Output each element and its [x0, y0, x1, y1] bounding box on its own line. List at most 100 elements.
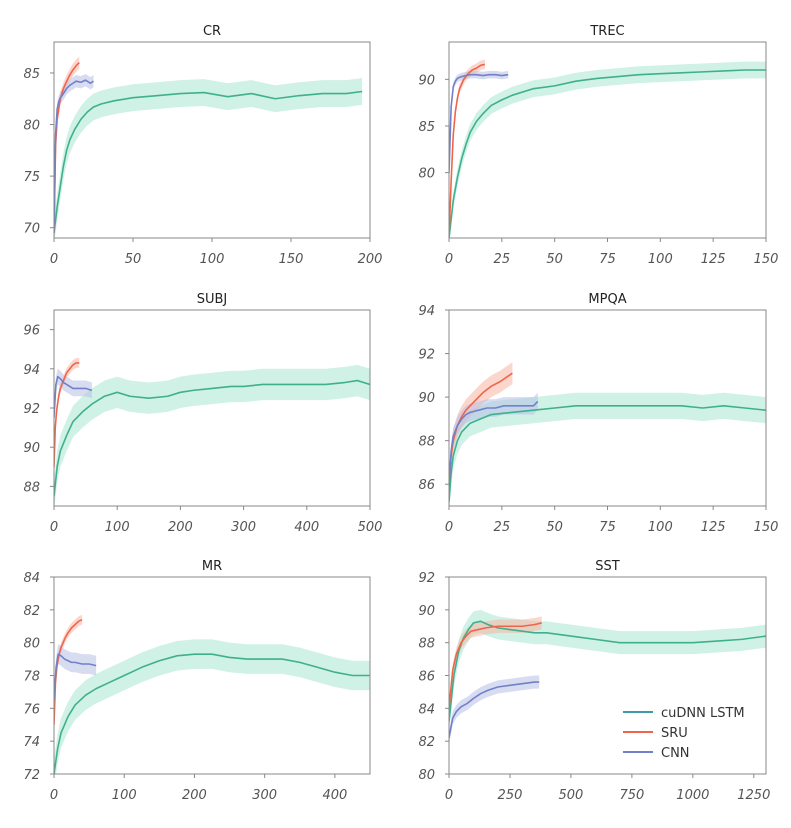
plot-area-trec — [449, 59, 766, 238]
y-tick-label-mr-78: 78 — [23, 670, 40, 685]
plot-area-subj — [54, 358, 370, 506]
axes-frame-cr — [53, 41, 371, 239]
y-tick-label-trec-80: 80 — [418, 167, 435, 182]
x-tick-label-subj-200: 200 — [168, 520, 193, 535]
x-tick-label-mr-200: 200 — [182, 788, 207, 803]
y-tick-label-sst-92: 92 — [418, 571, 435, 586]
band-cnn-sst — [449, 675, 540, 745]
x-tick-label-trec-150: 150 — [754, 252, 779, 267]
y-tick-label-mr-76: 76 — [23, 702, 40, 717]
y-tick-label-trec-85: 85 — [418, 120, 435, 135]
legend-label-cudnn-lstm: cuDNN LSTM — [661, 706, 745, 721]
panel-cr: CR 0 50 100 150 200 70 75 80 85 — [23, 24, 382, 267]
line-cnn-sst — [449, 681, 540, 739]
x-tick-label-mr-400: 400 — [322, 788, 347, 803]
band-cnn-mr — [54, 644, 97, 710]
x-tick-label-cr-150: 150 — [279, 252, 304, 267]
panel-title-cr: CR — [203, 24, 221, 39]
band-cnn-mpqa — [449, 392, 538, 493]
panel-mpqa: MPQA 0 25 50 75 100 125 150 86 88 90 92 94 — [418, 292, 778, 535]
legend-label-sru: SRU — [661, 726, 688, 741]
x-tick-label-mpqa-0: 0 — [445, 520, 453, 535]
y-tick-label-cr-75: 75 — [23, 170, 40, 185]
x-tick-label-sst-0: 0 — [445, 788, 453, 803]
y-tick-label-mpqa-94: 94 — [418, 304, 435, 319]
y-tick-label-cr-70: 70 — [23, 222, 40, 237]
y-tick-label-subj-96: 96 — [23, 324, 40, 339]
panel-title-subj: SUBJ — [197, 292, 228, 307]
x-tick-label-mr-100: 100 — [112, 788, 137, 803]
line-sru-subj — [54, 362, 80, 467]
x-tick-label-trec-0: 0 — [445, 252, 453, 267]
line-cnn-mpqa — [449, 400, 539, 485]
x-tick-label-trec-125: 125 — [701, 252, 726, 267]
line-sru-sst — [449, 622, 542, 709]
x-tick-label-trec-100: 100 — [648, 252, 673, 267]
panel-title-mr: MR — [202, 559, 222, 574]
line-cudnn_lstm-cr — [54, 90, 363, 233]
line-cudnn_lstm-subj — [54, 379, 370, 497]
x-tick-label-subj-500: 500 — [358, 520, 383, 535]
plot-area-sst — [449, 609, 766, 745]
line-cnn-trec — [449, 73, 509, 173]
x-tick-label-cr-100: 100 — [200, 252, 225, 267]
panel-sst: SST 0 250 500 750 1000 1250 80 82 84 86 88 90 92 — [418, 559, 770, 803]
line-cnn-subj — [54, 375, 93, 418]
plot-area-cr — [54, 56, 363, 238]
x-tick-label-cr-0: 0 — [50, 252, 58, 267]
y-tick-label-cr-80: 80 — [23, 119, 40, 134]
band-cudnn_lstm-mpqa — [449, 392, 766, 506]
x-tick-label-subj-100: 100 — [105, 520, 130, 535]
x-tick-label-trec-25: 25 — [494, 252, 511, 267]
line-cnn-cr — [54, 79, 94, 233]
y-tick-label-sst-86: 86 — [418, 670, 435, 685]
line-sru-trec — [449, 63, 486, 238]
x-tick-label-mpqa-50: 50 — [546, 520, 563, 535]
y-tick-label-sst-88: 88 — [418, 637, 435, 652]
y-tick-label-sst-84: 84 — [418, 702, 435, 717]
x-tick-label-mpqa-125: 125 — [701, 520, 726, 535]
y-tick-label-mr-84: 84 — [23, 571, 40, 586]
line-cudnn_lstm-mpqa — [449, 405, 766, 502]
x-tick-label-mr-0: 0 — [50, 788, 58, 803]
x-tick-label-subj-300: 300 — [231, 520, 256, 535]
panel-trec: TREC 0 25 50 75 100 125 150 80 85 90 — [418, 24, 778, 267]
y-tick-label-mpqa-86: 86 — [418, 478, 435, 493]
x-tick-label-mr-300: 300 — [252, 788, 277, 803]
panel-title-trec: TREC — [589, 24, 624, 39]
panel-subj: SUBJ 0 100 200 300 400 500 88 90 92 94 96 — [23, 292, 382, 535]
y-tick-label-mr-80: 80 — [23, 637, 40, 652]
x-tick-label-mpqa-100: 100 — [648, 520, 673, 535]
band-cudnn_lstm-subj — [54, 364, 370, 506]
x-tick-label-cr-50: 50 — [125, 252, 142, 267]
y-tick-label-cr-85: 85 — [23, 67, 40, 82]
x-tick-label-sst-1250: 1250 — [737, 788, 770, 803]
y-tick-label-trec-90: 90 — [418, 73, 435, 88]
x-tick-label-mpqa-25: 25 — [494, 520, 511, 535]
y-tick-label-mr-72: 72 — [23, 768, 40, 783]
panel-title-sst: SST — [595, 559, 620, 574]
x-tick-label-sst-1000: 1000 — [676, 788, 709, 803]
band-sru-mpqa — [449, 362, 513, 496]
x-tick-label-trec-75: 75 — [599, 252, 616, 267]
band-sru-mr — [54, 614, 83, 730]
y-tick-label-mr-74: 74 — [23, 735, 40, 750]
x-tick-label-trec-50: 50 — [546, 252, 563, 267]
legend: cuDNN LSTM SRU CNN — [623, 706, 745, 761]
panels-layer: CR 0 50 100 150 200 70 75 80 85 TREC 0 25 50 75 100 125 1… — [23, 24, 778, 803]
band-cudnn_lstm-sst — [449, 609, 766, 733]
band-cudnn_lstm-mr — [54, 639, 370, 774]
line-cudnn_lstm-trec — [449, 69, 766, 238]
legend-label-cnn: CNN — [661, 746, 690, 761]
x-tick-label-sst-750: 750 — [619, 788, 644, 803]
y-tick-label-mpqa-92: 92 — [418, 348, 435, 363]
line-cudnn_lstm-sst — [449, 620, 766, 722]
band-sru-sst — [449, 616, 542, 715]
x-tick-label-subj-400: 400 — [294, 520, 319, 535]
y-tick-label-mpqa-90: 90 — [418, 391, 435, 406]
band-cudnn_lstm-cr — [54, 78, 363, 238]
y-tick-label-subj-94: 94 — [23, 363, 40, 378]
x-tick-label-mpqa-75: 75 — [599, 520, 616, 535]
y-tick-label-sst-82: 82 — [418, 735, 435, 750]
